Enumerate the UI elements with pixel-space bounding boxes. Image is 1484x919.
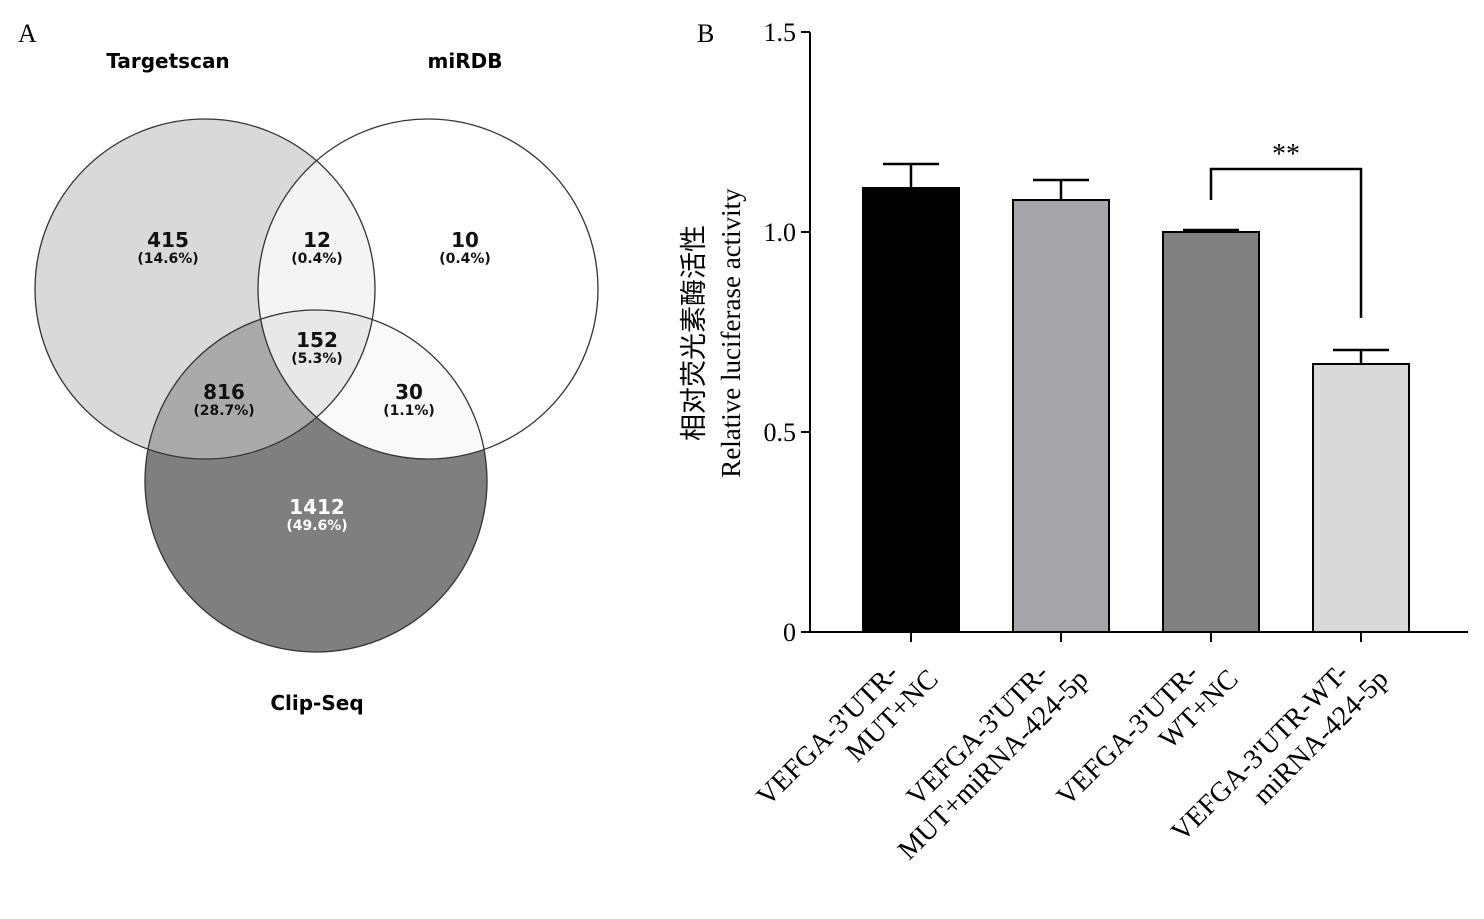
significance-bracket-line (1209, 167, 1363, 318)
bar (1162, 231, 1260, 633)
y-axis-title-cn: 相对荧光素酶活性 (679, 225, 709, 441)
pct-all-three: (5.3%) (291, 351, 343, 367)
error-bars (883, 162, 1389, 364)
set-label-mirdb: miRDB (428, 49, 503, 73)
bar-chart: B 相对荧光素酶活性 Relative luciferase activity … (679, 18, 1468, 866)
count-ts-mirdb: 12 (303, 228, 331, 252)
venn-region-mirdb-clipseq (258, 310, 487, 459)
pct-ts-clip: (28.7%) (193, 403, 254, 419)
circle-outline-clipseq (144, 309, 488, 653)
significance-bracket: ** (1209, 139, 1363, 318)
x-tick-label: VEFGA-3'UTR-MUT+miRNA-424-5p (869, 641, 1094, 866)
significance-label: ** (1272, 139, 1300, 170)
set-label-clipseq: Clip-Seq (270, 691, 363, 715)
bar (1312, 363, 1410, 633)
y-axis: 0 0.5 1.0 1.5 (764, 18, 811, 647)
y-tick-label: 1.0 (764, 218, 797, 247)
bars (862, 187, 1410, 633)
pct-mirdb-clip: (1.1%) (383, 403, 435, 419)
x-axis: VEFGA-3'UTR-MUT+NCVEFGA-3'UTR-MUT+miRNA-… (751, 631, 1468, 866)
count-mirdb-clip: 30 (395, 380, 423, 404)
circle-outline-mirdb (257, 118, 599, 460)
venn-diagram: A Targetscan miRDB Clip-Seq 415 (14.6%) … (18, 19, 599, 715)
count-ts-only: 415 (147, 228, 189, 252)
y-axis-title: Relative luciferase activity (716, 188, 746, 478)
set-label-targetscan: Targetscan (106, 49, 229, 73)
panel-a-label: A (18, 19, 37, 48)
bar (1012, 199, 1110, 633)
panel-b-label: B (697, 19, 714, 48)
y-tick-label: 1.5 (764, 18, 797, 47)
y-tick-label: 0.5 (764, 418, 797, 447)
pct-mirdb-only: (0.4%) (439, 251, 491, 267)
y-tick-label: 0 (783, 618, 796, 647)
bar (862, 187, 960, 633)
pct-ts-only: (14.6%) (137, 251, 198, 267)
pct-clip-only: (49.6%) (286, 518, 347, 534)
count-mirdb-only: 10 (451, 228, 479, 252)
pct-ts-mirdb: (0.4%) (291, 251, 343, 267)
count-ts-clip: 816 (203, 380, 245, 404)
count-clip-only: 1412 (289, 495, 345, 519)
venn-region-targetscan-clipseq (145, 310, 375, 459)
circle-outline-targetscan (34, 118, 376, 460)
count-all-three: 152 (296, 328, 338, 352)
